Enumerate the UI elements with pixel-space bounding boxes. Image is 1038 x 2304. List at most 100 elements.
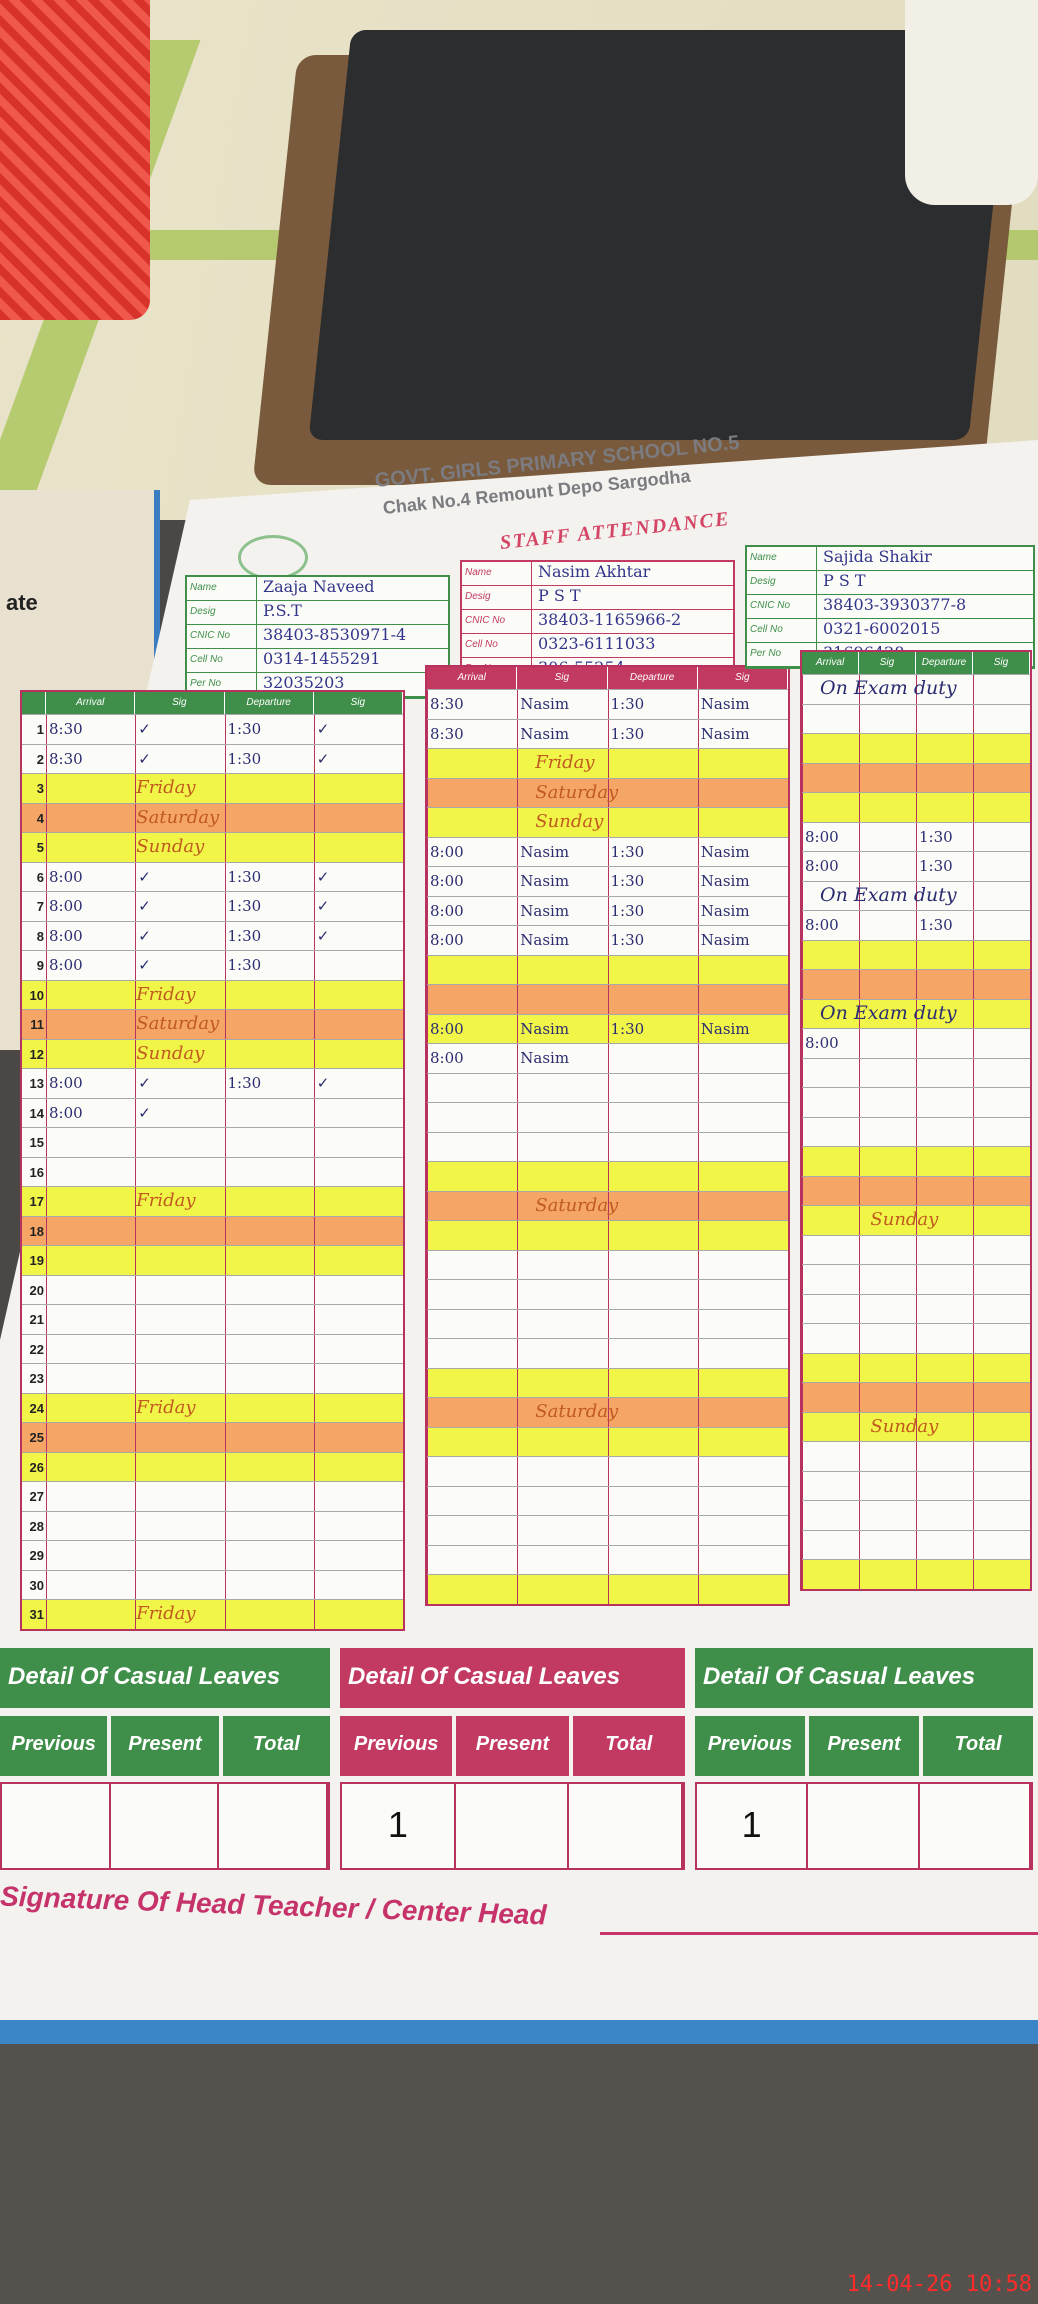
attendance-cell[interactable]: [802, 793, 859, 822]
attendance-cell[interactable]: [916, 793, 973, 822]
attendance-cell[interactable]: [916, 1442, 973, 1471]
attendance-cell[interactable]: 1:30: [224, 744, 314, 773]
attendance-cell[interactable]: [973, 1353, 1030, 1382]
attendance-cell[interactable]: [802, 940, 859, 969]
attendance-cell[interactable]: ✓: [135, 862, 224, 891]
attendance-row[interactable]: Saturday: [427, 1397, 788, 1427]
attendance-cell[interactable]: [427, 778, 517, 807]
attendance-cell[interactable]: [46, 1039, 135, 1068]
attendance-cell[interactable]: [313, 833, 403, 862]
attendance-cell[interactable]: 1:30: [607, 896, 698, 925]
attendance-cell[interactable]: [916, 970, 973, 999]
attendance-cell[interactable]: [313, 1216, 403, 1245]
present-value[interactable]: [111, 1784, 220, 1868]
attendance-row[interactable]: 8:30 Nasim 1:30 Nasim: [427, 689, 788, 719]
attendance-cell[interactable]: [313, 1157, 403, 1186]
attendance-cell[interactable]: [859, 1324, 916, 1353]
attendance-row[interactable]: 20: [22, 1274, 403, 1304]
attendance-cell[interactable]: [973, 1088, 1030, 1117]
attendance-cell[interactable]: [224, 1541, 314, 1570]
attendance-cell[interactable]: [916, 1058, 973, 1087]
attendance-cell[interactable]: [313, 1570, 403, 1599]
attendance-cell[interactable]: [46, 1216, 135, 1245]
attendance-cell[interactable]: [973, 1324, 1030, 1353]
attendance-row[interactable]: [802, 1116, 1030, 1146]
attendance-cell[interactable]: [973, 881, 1030, 910]
attendance-row[interactable]: [802, 1264, 1030, 1294]
attendance-cell[interactable]: [802, 734, 859, 763]
attendance-cell[interactable]: 8:00: [802, 911, 859, 940]
attendance-cell[interactable]: [607, 1457, 698, 1486]
attendance-cell[interactable]: [916, 1029, 973, 1058]
attendance-cell[interactable]: [859, 852, 916, 881]
attendance-cell[interactable]: [517, 1398, 607, 1427]
attendance-cell[interactable]: 8:00: [46, 892, 135, 921]
attendance-row[interactable]: On Exam duty: [802, 674, 1030, 704]
attendance-row[interactable]: [802, 792, 1030, 822]
attendance-cell[interactable]: [859, 940, 916, 969]
attendance-cell[interactable]: [973, 999, 1030, 1028]
attendance-cell[interactable]: [607, 1162, 698, 1191]
attendance-row[interactable]: [427, 1456, 788, 1486]
attendance-cell[interactable]: [802, 1560, 859, 1589]
attendance-cell[interactable]: [313, 1187, 403, 1216]
attendance-cell[interactable]: [427, 1250, 517, 1279]
attendance-row[interactable]: Sunday: [427, 807, 788, 837]
attendance-cell[interactable]: [313, 1305, 403, 1334]
attendance-cell[interactable]: Nasim: [697, 1014, 788, 1043]
attendance-cell[interactable]: [427, 1339, 517, 1368]
attendance-row[interactable]: [802, 1146, 1030, 1176]
attendance-cell[interactable]: [46, 1541, 135, 1570]
attendance-cell[interactable]: [802, 1442, 859, 1471]
attendance-cell[interactable]: [697, 1427, 788, 1456]
attendance-cell[interactable]: [973, 763, 1030, 792]
attendance-row[interactable]: 8:00 1:30: [802, 910, 1030, 940]
attendance-cell[interactable]: [517, 778, 607, 807]
attendance-row[interactable]: [802, 1175, 1030, 1205]
attendance-cell[interactable]: [427, 1486, 517, 1515]
attendance-cell[interactable]: [607, 1280, 698, 1309]
attendance-cell[interactable]: [859, 1206, 916, 1235]
attendance-row[interactable]: 29: [22, 1540, 403, 1570]
attendance-cell[interactable]: [135, 1334, 224, 1363]
attendance-cell[interactable]: [607, 1132, 698, 1161]
attendance-cell[interactable]: [916, 1294, 973, 1323]
attendance-cell[interactable]: [859, 1088, 916, 1117]
attendance-cell[interactable]: [973, 793, 1030, 822]
attendance-cell[interactable]: [313, 1482, 403, 1511]
attendance-row[interactable]: [427, 1544, 788, 1574]
attendance-cell[interactable]: ✓: [135, 744, 224, 773]
attendance-row[interactable]: [802, 762, 1030, 792]
attendance-cell[interactable]: ✓: [313, 1069, 403, 1098]
attendance-row[interactable]: Sunday: [802, 1411, 1030, 1441]
attendance-cell[interactable]: 1:30: [607, 1014, 698, 1043]
attendance-cell[interactable]: [517, 749, 607, 778]
attendance-cell[interactable]: [427, 1368, 517, 1397]
attendance-row[interactable]: [802, 1470, 1030, 1500]
attendance-cell[interactable]: [135, 1128, 224, 1157]
attendance-cell[interactable]: 8:00: [427, 896, 517, 925]
attendance-cell[interactable]: [224, 1305, 314, 1334]
attendance-cell[interactable]: [313, 1393, 403, 1422]
attendance-row[interactable]: On Exam duty: [802, 998, 1030, 1028]
attendance-row[interactable]: 7 8:00 ✓ 1:30 ✓: [22, 891, 403, 921]
attendance-cell[interactable]: [697, 1044, 788, 1073]
attendance-cell[interactable]: [135, 980, 224, 1009]
attendance-cell[interactable]: [607, 1575, 698, 1604]
attendance-row[interactable]: 21: [22, 1304, 403, 1334]
attendance-cell[interactable]: [697, 1132, 788, 1161]
attendance-cell[interactable]: ✓: [313, 744, 403, 773]
attendance-cell[interactable]: [313, 1423, 403, 1452]
attendance-cell[interactable]: [916, 1176, 973, 1205]
attendance-cell[interactable]: [916, 704, 973, 733]
attendance-cell[interactable]: [802, 1058, 859, 1087]
attendance-cell[interactable]: Nasim: [517, 1014, 607, 1043]
attendance-cell[interactable]: [916, 734, 973, 763]
attendance-row[interactable]: 25: [22, 1422, 403, 1452]
attendance-cell[interactable]: [427, 1103, 517, 1132]
attendance-cell[interactable]: ✓: [135, 1069, 224, 1098]
attendance-cell[interactable]: [313, 1098, 403, 1127]
attendance-cell[interactable]: [313, 1511, 403, 1540]
attendance-row[interactable]: 24 Friday: [22, 1392, 403, 1422]
attendance-cell[interactable]: [916, 1412, 973, 1441]
